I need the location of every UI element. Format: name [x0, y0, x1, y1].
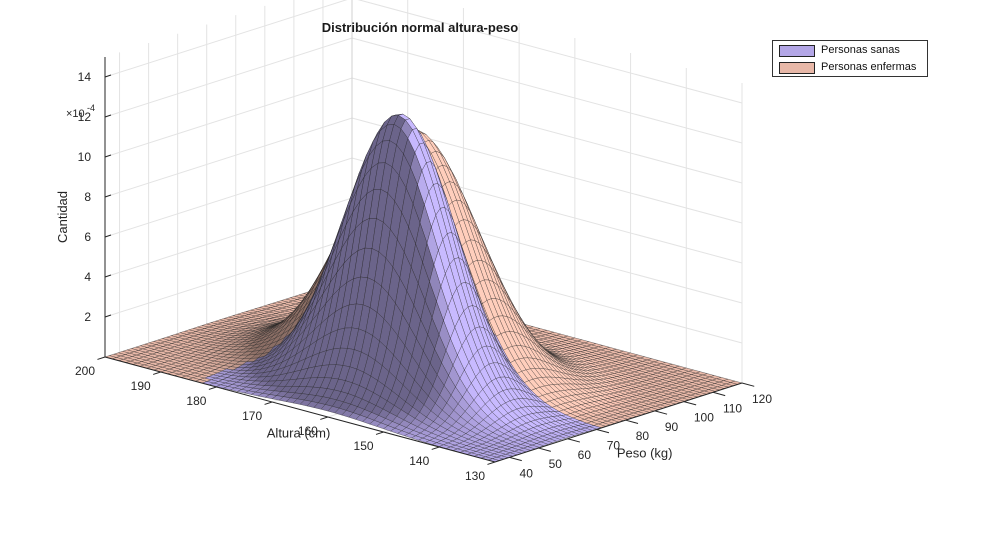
z-axis-label: Cantidad	[55, 191, 70, 243]
x-tick-label: 120	[752, 392, 772, 406]
legend-item-sanas: Personas sanas	[777, 43, 925, 59]
x-tick-label: 100	[694, 411, 714, 425]
z-tick	[104, 194, 112, 198]
x-tick	[509, 456, 522, 462]
z-tick	[104, 234, 112, 238]
z-tick-label: 2	[84, 310, 91, 324]
z-tick-label: 12	[78, 110, 92, 124]
z-tick-label: 14	[78, 70, 92, 84]
y-axis-line	[104, 356, 496, 463]
x-tick-label: 50	[549, 457, 563, 471]
legend-item-enfermas: Personas enfermas	[777, 60, 925, 76]
y-tick	[320, 416, 329, 420]
y-tick	[97, 356, 106, 360]
z-tick-label: 4	[84, 270, 91, 284]
z-tick-label: 6	[84, 230, 91, 244]
x-tick	[654, 410, 668, 415]
x-tick	[683, 401, 697, 406]
y-tick-label: 200	[75, 364, 95, 378]
y-tick-label: 140	[409, 454, 429, 468]
z-tick	[104, 314, 112, 318]
x-tick	[538, 447, 551, 452]
x-tick-label: 40	[520, 466, 534, 480]
x-tick	[567, 438, 581, 443]
legend-label-enfermas: Personas enfermas	[821, 61, 917, 73]
x-tick-label: 80	[636, 429, 650, 443]
y-tick	[264, 401, 273, 405]
y-tick-label: 190	[131, 379, 151, 393]
legend-swatch-enfermas	[779, 62, 815, 74]
y-tick	[153, 371, 161, 375]
x-tick-label: 60	[578, 448, 592, 462]
y-tick-label: 160	[298, 424, 318, 438]
legend[interactable]: Personas sanas Personas enfermas	[772, 40, 928, 77]
z-tick-label: 10	[78, 150, 92, 164]
y-tick	[431, 446, 440, 450]
x-tick	[712, 391, 726, 397]
grid-line-z	[104, 37, 743, 144]
z-tick-label: 8	[84, 190, 91, 204]
grid-line-z	[104, 0, 743, 104]
axis-ticks: 40 50 60 70 80 90 100 110 120 130 140 150 160 170 180 1…	[55, 57, 772, 483]
y-tick	[487, 461, 496, 465]
legend-label-sanas: Personas sanas	[821, 44, 900, 56]
x-tick-label: 70	[607, 438, 621, 452]
y-tick-label: 180	[186, 394, 206, 408]
z-exponent-power: -4	[87, 103, 95, 113]
chart-title: Distribución normal altura-peso	[321, 20, 519, 35]
x-axis-label: Peso (kg)	[617, 446, 673, 461]
x-tick-label: 110	[723, 401, 742, 415]
x-tick	[625, 419, 639, 424]
x-tick	[596, 428, 610, 434]
y-tick-label: 170	[242, 409, 262, 423]
y-tick	[375, 431, 384, 435]
surface-mesh	[104, 113, 743, 463]
z-tick	[104, 114, 112, 118]
y-tick-label: 150	[354, 439, 374, 453]
legend-swatch-sanas	[779, 45, 815, 57]
y-axis-label: Altura (cm)	[267, 426, 331, 441]
z-tick	[104, 74, 112, 78]
x-tick	[741, 382, 755, 387]
z-tick	[104, 154, 112, 158]
y-tick	[208, 386, 217, 390]
y-tick-label: 130	[465, 469, 485, 483]
x-tick-label: 90	[665, 420, 679, 434]
x-axis-line	[494, 382, 743, 463]
z-tick	[104, 274, 112, 278]
z-exponent-label: ×10	[66, 108, 85, 120]
